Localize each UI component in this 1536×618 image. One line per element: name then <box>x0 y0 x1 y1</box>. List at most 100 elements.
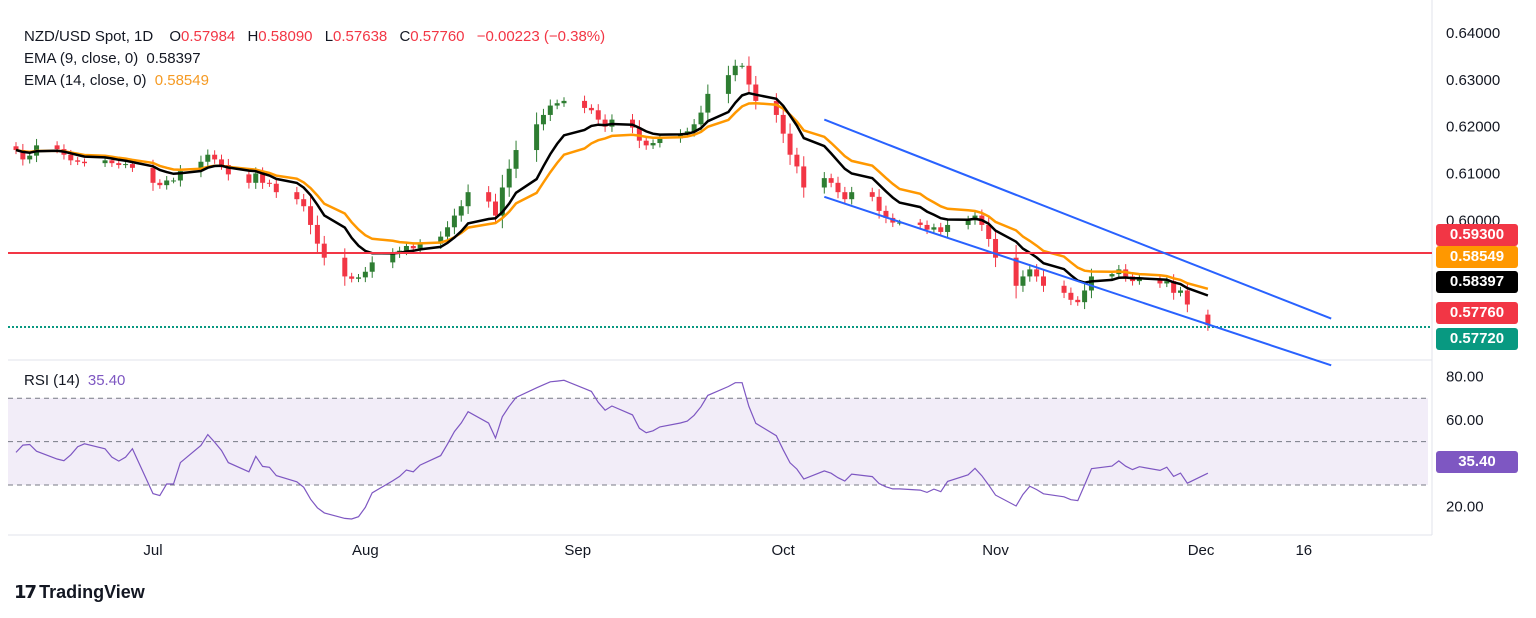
candle-body <box>1068 292 1074 300</box>
candle-body <box>1109 274 1115 277</box>
candle-body <box>657 138 663 144</box>
time-tick-label: Sep <box>564 542 591 559</box>
candle-body <box>1157 278 1163 284</box>
price-tick-label: 0.62000 <box>1446 119 1500 136</box>
ema9-line <box>15 91 1209 297</box>
candle-body <box>465 192 471 207</box>
candle-body <box>746 65 752 85</box>
candle-body <box>356 277 361 279</box>
candle-body <box>650 143 656 146</box>
candle-body <box>410 246 416 249</box>
candle-body <box>451 215 457 228</box>
channel-upper-line <box>823 118 1332 320</box>
candle-body <box>362 271 368 278</box>
candle-body <box>314 224 320 244</box>
candle-body <box>739 65 745 67</box>
candle-body <box>554 103 560 106</box>
candle-body <box>321 243 327 258</box>
candle-body <box>869 192 875 197</box>
ema9-value: 0.58397 <box>146 50 201 67</box>
ema9-label: EMA (9, close, 0) <box>24 50 139 67</box>
price-tick-label: 0.63000 <box>1446 72 1500 89</box>
candle-body <box>390 253 396 263</box>
candle-body <box>68 154 74 161</box>
time-tick-label: Nov <box>982 542 1009 559</box>
candle-body <box>725 75 731 94</box>
ema9-row: EMA (9, close, 0) 0.58397 <box>24 48 605 70</box>
time-tick-label: Dec <box>1188 542 1215 559</box>
candle-body <box>931 227 937 230</box>
candle-body <box>698 112 704 125</box>
candle-body <box>821 178 827 188</box>
ema14-value: 0.58549 <box>154 72 209 89</box>
candle-body <box>116 163 122 166</box>
candle-body <box>753 84 759 101</box>
candle-body <box>273 183 279 193</box>
candle-body <box>1178 290 1183 293</box>
rsi-value-badge: 35.40 <box>1436 451 1518 473</box>
candle-body <box>438 236 444 244</box>
candle-body <box>684 131 690 134</box>
candle-body <box>1041 276 1046 286</box>
candle-body <box>164 180 170 186</box>
candle-body <box>219 159 224 166</box>
candle-body <box>595 110 601 120</box>
candle-body <box>582 100 588 108</box>
candle-body <box>835 182 841 193</box>
candle-body <box>493 201 498 216</box>
candle-body <box>1164 281 1170 284</box>
candle-body <box>177 171 183 181</box>
symbol-label: NZD/USD Spot, 1D <box>24 28 154 45</box>
channel-lower-line <box>823 195 1332 367</box>
candle-body <box>643 140 649 146</box>
candle-body <box>794 154 800 167</box>
candle-body <box>294 192 300 200</box>
candle-body <box>849 192 855 200</box>
chart-legend: NZD/USD Spot, 1D O0.57984 H0.58090 L0.57… <box>24 26 605 92</box>
candle-body <box>342 257 348 277</box>
candle-body <box>705 93 711 113</box>
candle-body <box>828 178 834 183</box>
candle-body <box>20 150 26 160</box>
candle-body <box>561 100 567 104</box>
candle-body <box>1136 278 1142 282</box>
candle-body <box>109 160 115 164</box>
close-price-badge: 0.57760 <box>1436 302 1518 324</box>
candle-body <box>876 196 882 211</box>
rsi-tick-label: 80.00 <box>1446 369 1484 386</box>
tradingview-logo-icon: 𝟭𝟳 <box>14 582 37 602</box>
candle-body <box>691 124 697 132</box>
candle-body <box>883 210 889 218</box>
tradingview-logo[interactable]: 𝟭𝟳 TradingView <box>14 582 145 603</box>
candles-layer <box>13 56 1211 331</box>
candle-body <box>540 114 546 125</box>
time-tick-label: Jul <box>143 542 162 559</box>
ema14-price-badge: 0.58549 <box>1436 246 1518 268</box>
ohlc-row: NZD/USD Spot, 1D O0.57984 H0.58090 L0.57… <box>24 26 605 48</box>
candle-body <box>445 227 451 237</box>
candle-body <box>1171 281 1177 293</box>
candle-body <box>1075 299 1081 303</box>
rsi-value: 35.40 <box>87 372 126 389</box>
ema9-price-badge: 0.58397 <box>1436 271 1518 293</box>
candle-body <box>732 65 738 76</box>
candle-body <box>349 276 355 279</box>
low-value: 0.57638 <box>333 28 388 45</box>
open-value: 0.57984 <box>181 28 236 45</box>
candle-body <box>773 100 779 115</box>
candle-body <box>1082 290 1088 303</box>
candle-body <box>205 154 211 162</box>
candle-body <box>1184 290 1190 305</box>
candle-body <box>547 105 553 115</box>
candle-body <box>842 192 848 200</box>
candle-body <box>897 222 903 224</box>
candle-body <box>787 133 793 155</box>
candle-body <box>198 161 204 172</box>
candle-body <box>253 173 259 183</box>
candle-body <box>212 154 218 160</box>
time-tick-label: Aug <box>352 542 379 559</box>
candle-body <box>75 160 81 162</box>
ema14-row: EMA (14, close, 0) 0.58549 <box>24 70 605 92</box>
candle-body <box>82 161 87 164</box>
